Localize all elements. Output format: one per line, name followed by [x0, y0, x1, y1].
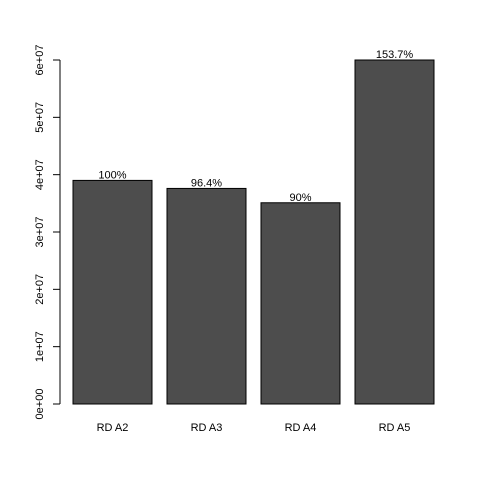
bars-group — [72, 59, 435, 405]
x-tick-label: RD A4 — [285, 422, 317, 434]
y-tick-label: 4e+07 — [34, 159, 46, 190]
data-label: 100% — [98, 169, 126, 181]
y-axis: 0e+00 1e+07 2e+07 3e+07 4e+07 5e+07 6e+07 — [34, 45, 61, 420]
y-tick-label: 0e+00 — [34, 389, 46, 420]
data-label: 90% — [289, 192, 311, 204]
bar-rd-a5 — [354, 59, 435, 405]
x-tick-label: RD A5 — [379, 422, 411, 434]
y-tick-label: 2e+07 — [34, 274, 46, 305]
bar-rd-a4 — [260, 202, 341, 405]
x-category-labels: RD A2 RD A3 RD A4 RD A5 — [97, 422, 411, 434]
x-tick-label: RD A2 — [97, 422, 129, 434]
y-tick-label: 6e+07 — [34, 45, 46, 76]
y-tick-label: 3e+07 — [34, 217, 46, 248]
x-tick-label: RD A3 — [191, 422, 223, 434]
y-tick-label: 1e+07 — [34, 331, 46, 362]
data-labels-group: 100% 96.4% 90% 153.7% — [98, 49, 413, 204]
y-tick-label: 5e+07 — [34, 102, 46, 133]
bar-rd-a3 — [166, 187, 247, 405]
data-label: 96.4% — [191, 177, 222, 189]
bar-rd-a2 — [72, 179, 153, 405]
data-label: 153.7% — [376, 49, 414, 61]
